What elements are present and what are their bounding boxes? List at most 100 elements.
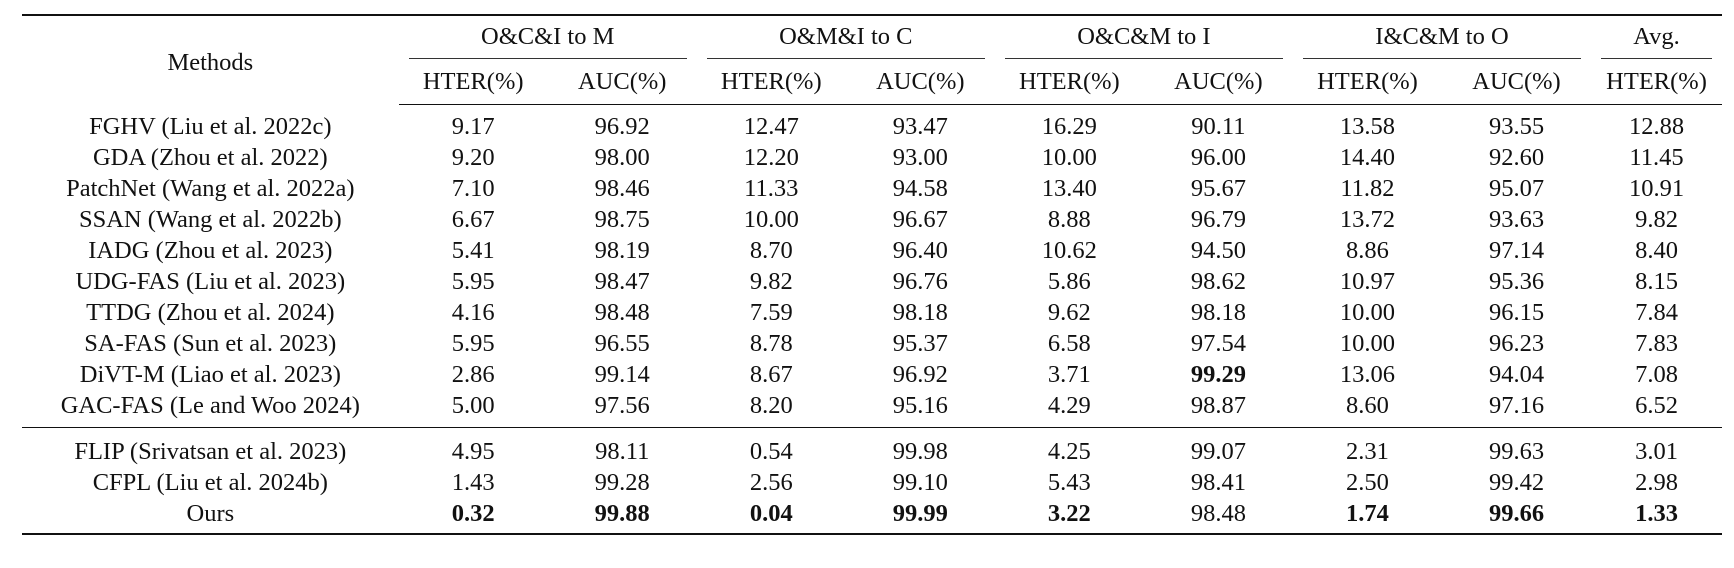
methods-header: Methods bbox=[22, 14, 399, 105]
value-cell: 96.23 bbox=[1488, 330, 1545, 357]
group-header: O&C&M to I bbox=[994, 14, 1293, 60]
value-cell: 4.16 bbox=[451, 299, 495, 326]
value-cell: 5.95 bbox=[451, 268, 495, 295]
value-cell: 4.29 bbox=[994, 390, 1144, 428]
table-row: PatchNet (Wang et al. 2022a) 7.10 98.46 11.… bbox=[22, 173, 1722, 204]
value-cell: 8.60 bbox=[1292, 390, 1442, 428]
value-cell: 4.95 bbox=[451, 438, 495, 465]
value-cell: 3.22 bbox=[994, 498, 1144, 535]
value-cell: 11.45 bbox=[1629, 144, 1684, 171]
method-name-cell: SA-FAS (Sun et al. 2023) bbox=[84, 330, 337, 357]
value-cell: 99.63 bbox=[1488, 438, 1545, 465]
value-cell: 8.70 bbox=[749, 237, 793, 264]
value-cell: 8.15 bbox=[1635, 268, 1678, 295]
value-cell: 93.55 bbox=[1488, 113, 1545, 140]
value-cell: 10.62 bbox=[1041, 237, 1097, 264]
value-cell: 0.04 bbox=[696, 498, 846, 535]
value-cell: 98.75 bbox=[594, 206, 650, 233]
metric-header: HTER(%) bbox=[1292, 60, 1442, 105]
header-row-groups: Methods O&C&I to M O&M&I to C O&C&M to I… bbox=[22, 14, 1722, 76]
value-cell: 10.00 bbox=[1339, 299, 1396, 326]
value-cell: 4.25 bbox=[1047, 438, 1091, 465]
method-name-cell: FLIP (Srivatsan et al. 2023) bbox=[74, 438, 347, 465]
value-cell: 99.66 bbox=[1441, 498, 1592, 535]
value-cell: 10.00 bbox=[743, 206, 799, 233]
header-row-metrics: HTER(%) AUC(%) HTER(%) AUC(%) HTER(%) AU… bbox=[22, 60, 1722, 105]
value-cell: 99.28 bbox=[594, 469, 650, 496]
value-cell: 98.87 bbox=[1143, 390, 1293, 428]
table-row: SSAN (Wang et al. 2022b) 6.67 98.75 10.00 96… bbox=[22, 204, 1722, 235]
value-cell: 93.47 bbox=[892, 113, 948, 140]
method-name-cell: IADG (Zhou et al. 2023) bbox=[88, 237, 333, 264]
value-cell: 96.92 bbox=[594, 113, 650, 140]
value-cell: 0.32 bbox=[398, 498, 548, 535]
metric-header: AUC(%) bbox=[1143, 60, 1293, 105]
value-cell: 5.86 bbox=[1047, 268, 1091, 295]
value-cell: 93.00 bbox=[892, 144, 948, 171]
value-cell: 96.00 bbox=[1190, 144, 1246, 171]
value-cell: 2.86 bbox=[451, 361, 495, 388]
value-cell: 8.67 bbox=[749, 361, 793, 388]
value-cell: 96.55 bbox=[594, 330, 650, 357]
value-cell: 98.62 bbox=[1190, 268, 1246, 295]
value-cell: 94.50 bbox=[1190, 237, 1246, 264]
value-cell: 11.33 bbox=[744, 175, 799, 202]
group-header: Avg. bbox=[1591, 14, 1722, 60]
value-cell: 9.82 bbox=[1635, 206, 1678, 233]
table-row: CFPL (Liu et al. 2024b) 1.43 99.28 2.56 99.1… bbox=[22, 467, 1722, 498]
value-cell: 99.29 bbox=[1190, 361, 1246, 388]
table-row: UDG-FAS (Liu et al. 2023) 5.95 98.47 9.82 96… bbox=[22, 266, 1722, 297]
value-cell: 98.19 bbox=[594, 237, 650, 264]
value-cell: 7.08 bbox=[1635, 361, 1678, 388]
method-name-cell: PatchNet (Wang et al. 2022a) bbox=[66, 175, 355, 202]
value-cell: 2.50 bbox=[1346, 469, 1389, 496]
value-cell: 13.40 bbox=[1041, 175, 1097, 202]
value-cell: 96.67 bbox=[892, 206, 948, 233]
value-cell: 97.14 bbox=[1488, 237, 1545, 264]
value-cell: 3.71 bbox=[1047, 361, 1091, 388]
group-header: O&C&I to M bbox=[398, 14, 697, 60]
table-row: Ours 0.32 99.88 0.04 99.99 3.22 98.48 1.74 99.66… bbox=[22, 498, 1722, 535]
value-cell: 99.10 bbox=[892, 469, 948, 496]
table-row: FGHV (Liu et al. 2022c) 9.17 96.92 12.47 93.… bbox=[22, 105, 1722, 142]
metric-header: HTER(%) bbox=[1591, 60, 1722, 105]
value-cell: 92.60 bbox=[1488, 144, 1545, 171]
value-cell: 99.98 bbox=[892, 438, 948, 465]
value-cell: 97.54 bbox=[1190, 330, 1246, 357]
metric-header: HTER(%) bbox=[398, 60, 548, 105]
value-cell: 11.82 bbox=[1340, 175, 1395, 202]
value-cell: 94.58 bbox=[892, 175, 948, 202]
value-cell: 8.40 bbox=[1635, 237, 1678, 264]
method-name-cell: Ours bbox=[22, 498, 399, 535]
metric-header: AUC(%) bbox=[1441, 60, 1592, 105]
value-cell: 13.06 bbox=[1339, 361, 1396, 388]
value-cell: 94.04 bbox=[1488, 361, 1545, 388]
value-cell: 7.83 bbox=[1635, 330, 1678, 357]
value-cell: 96.92 bbox=[892, 361, 948, 388]
value-cell: 99.99 bbox=[845, 498, 995, 535]
results-table-container: Methods O&C&I to M O&M&I to C O&C&M to I… bbox=[22, 14, 1722, 535]
value-cell: 5.95 bbox=[451, 330, 495, 357]
value-cell: 12.20 bbox=[743, 144, 799, 171]
value-cell: 99.88 bbox=[547, 498, 697, 535]
table-row: SA-FAS (Sun et al. 2023) 5.95 96.55 8.78 95.… bbox=[22, 328, 1722, 359]
value-cell: 2.56 bbox=[749, 469, 793, 496]
method-name-cell: CFPL (Liu et al. 2024b) bbox=[92, 469, 328, 496]
metric-header: HTER(%) bbox=[696, 60, 846, 105]
value-cell: 99.07 bbox=[1190, 438, 1246, 465]
value-cell: 5.41 bbox=[451, 237, 495, 264]
method-name-cell: TTDG (Zhou et al. 2024) bbox=[86, 299, 335, 326]
method-name-cell: DiVT-M (Liao et al. 2023) bbox=[79, 361, 341, 388]
method-name-cell: GAC-FAS (Le and Woo 2024) bbox=[22, 390, 399, 428]
value-cell: 8.78 bbox=[749, 330, 793, 357]
value-cell: 98.46 bbox=[594, 175, 650, 202]
value-cell: 98.48 bbox=[594, 299, 650, 326]
value-cell: 2.98 bbox=[1635, 469, 1678, 496]
value-cell: 93.63 bbox=[1488, 206, 1545, 233]
table-row: GAC-FAS (Le and Woo 2024) 5.00 97.56 8.20 95… bbox=[22, 390, 1722, 428]
table-row: GDA (Zhou et al. 2022) 9.20 98.00 12.20 93.0… bbox=[22, 142, 1722, 173]
method-name-cell: GDA (Zhou et al. 2022) bbox=[92, 144, 328, 171]
value-cell: 97.56 bbox=[547, 390, 697, 428]
value-cell: 13.58 bbox=[1339, 113, 1396, 140]
value-cell: 99.14 bbox=[594, 361, 650, 388]
